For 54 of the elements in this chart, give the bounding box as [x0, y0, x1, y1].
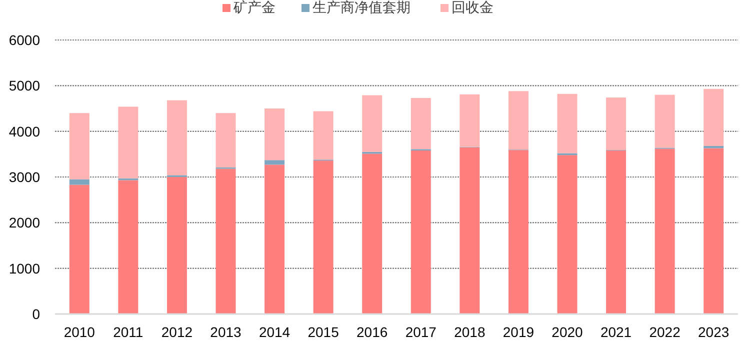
bar — [166, 177, 187, 314]
x-tick-label: 2021 — [600, 324, 632, 340]
x-tick-label: 2014 — [258, 324, 290, 340]
bar — [264, 164, 285, 314]
bar — [704, 88, 724, 146]
bar — [264, 160, 285, 165]
y-tick-label: 6000 — [8, 32, 40, 48]
y-tick-label: 5000 — [8, 78, 40, 94]
bar — [460, 94, 480, 147]
x-tick-label: 2016 — [356, 324, 388, 340]
y-tick-label: 4000 — [8, 123, 40, 140]
bar — [704, 148, 724, 314]
bar — [557, 94, 578, 154]
x-tick-label: 2022 — [649, 324, 681, 340]
bar — [166, 100, 187, 176]
legend-label: 回收金 — [452, 0, 494, 15]
bar — [508, 150, 528, 314]
x-tick-label: 2019 — [502, 324, 534, 340]
bar — [606, 98, 626, 150]
bar — [69, 113, 90, 180]
x-tick-label: 2023 — [698, 324, 730, 340]
y-tick-label: 1000 — [8, 260, 40, 276]
x-tick-label: 2011 — [113, 324, 144, 340]
bar — [654, 94, 675, 148]
y-tick-label: 0 — [32, 306, 40, 322]
x-tick-label: 2010 — [64, 324, 96, 340]
bar — [216, 168, 236, 314]
bar — [410, 150, 431, 314]
x-tick-label: 2012 — [161, 324, 193, 340]
bar — [606, 150, 626, 314]
bar — [410, 98, 431, 150]
bar — [460, 147, 480, 314]
bar — [313, 160, 334, 314]
x-tick-label: 2013 — [210, 324, 242, 340]
bar — [362, 154, 382, 314]
y-tick-label: 2000 — [8, 214, 40, 231]
legend-label: 矿产金 — [232, 0, 276, 15]
bar — [654, 148, 675, 314]
x-tick-label: 2018 — [454, 324, 486, 340]
bar — [264, 108, 285, 160]
bar — [118, 106, 138, 178]
bar — [118, 180, 138, 314]
bar — [216, 113, 236, 168]
bar — [508, 91, 528, 150]
bar — [362, 95, 382, 152]
bar — [313, 111, 334, 160]
bar — [69, 184, 90, 314]
y-tick-label: 3000 — [8, 169, 40, 185]
legend-label: 生产商净值套期 — [312, 0, 410, 15]
x-tick-label: 2020 — [552, 324, 584, 340]
x-tick-label: 2017 — [405, 324, 437, 340]
bar — [557, 155, 578, 314]
bar — [69, 179, 90, 185]
x-tick-label: 2015 — [308, 324, 340, 340]
